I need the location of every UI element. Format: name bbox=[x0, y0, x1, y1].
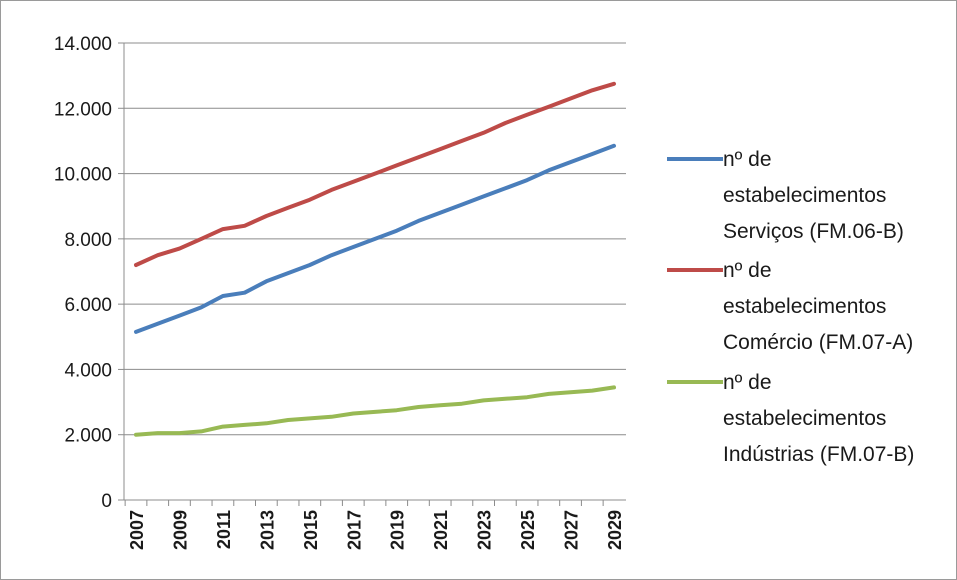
series-line-3 bbox=[134, 385, 616, 437]
x-tick-label: 2015 bbox=[301, 510, 321, 550]
x-tick-label: 2019 bbox=[388, 510, 408, 550]
x-tick-label: 2009 bbox=[170, 510, 190, 550]
x-tick-label: 2027 bbox=[562, 510, 582, 550]
x-tick-label: 2013 bbox=[257, 510, 277, 550]
legend-label-1: estabelecimentos bbox=[723, 184, 886, 207]
series-line-1 bbox=[134, 143, 616, 334]
x-tick-label: 2011 bbox=[214, 510, 234, 549]
legend-label-2: estabelecimentos bbox=[723, 295, 886, 318]
y-tick-label: 4.000 bbox=[64, 360, 112, 381]
x-tick-label: 2017 bbox=[344, 510, 364, 550]
x-tick-label: 2029 bbox=[605, 510, 625, 550]
x-tick-label: 2025 bbox=[518, 510, 538, 550]
legend-label-3: estabelecimentos bbox=[723, 407, 886, 430]
legend-label-2: Comércio (FM.07-A) bbox=[723, 331, 913, 354]
y-tick-label: 14.000 bbox=[54, 34, 112, 55]
legend-label-3: Indústrias (FM.07-B) bbox=[723, 443, 914, 466]
y-tick-label: 10.000 bbox=[54, 165, 112, 186]
y-tick-label: 0 bbox=[101, 491, 112, 512]
x-tick-label: 2023 bbox=[475, 510, 495, 550]
y-tick-label: 2.000 bbox=[64, 426, 112, 447]
legend-label-2: nº de bbox=[723, 259, 772, 282]
x-tick-label: 2007 bbox=[127, 510, 147, 550]
series-line-2 bbox=[134, 81, 616, 267]
y-tick-label: 12.000 bbox=[54, 99, 112, 120]
y-tick-label: 8.000 bbox=[64, 230, 112, 251]
y-tick-label: 6.000 bbox=[64, 295, 112, 316]
legend-label-1: nº de bbox=[723, 148, 772, 171]
x-tick-label: 2021 bbox=[431, 510, 451, 550]
legend-label-1: Serviços (FM.06-B) bbox=[723, 220, 904, 243]
legend-label-3: nº de bbox=[723, 371, 772, 394]
